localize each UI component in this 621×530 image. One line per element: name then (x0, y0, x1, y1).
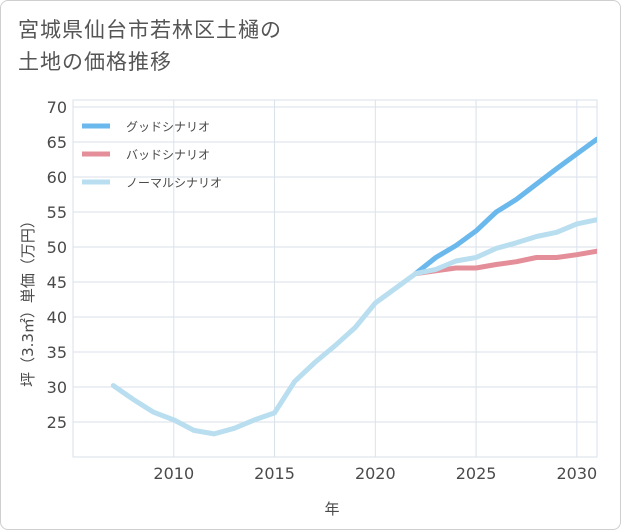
plot-area (72, 99, 598, 458)
x-axis-ticks: 2010 2015 2020 2025 2030 (153, 464, 597, 483)
y-tick-label: 55 (47, 203, 67, 222)
legend-label-good: グッドシナリオ (126, 120, 210, 134)
x-tick-label: 2020 (355, 464, 396, 483)
grid-lines (73, 100, 597, 457)
y-tick-label: 35 (47, 343, 67, 362)
x-tick-label: 2030 (556, 464, 597, 483)
series-lines (110, 136, 597, 437)
chart-title-line1: 宮城県仙台市若林区土樋の (18, 18, 282, 42)
chart-title: 宮城県仙台市若林区土樋の 土地の価格推移 (18, 14, 418, 78)
series-line-normal (110, 217, 597, 437)
y-tick-label: 25 (47, 413, 67, 432)
y-tick-label: 65 (47, 133, 67, 152)
x-tick-label: 2015 (254, 464, 295, 483)
x-axis-label: 年 (324, 500, 339, 518)
y-tick-label: 60 (47, 168, 67, 187)
series-line-bad (413, 248, 597, 277)
chart-title-line2: 土地の価格推移 (18, 50, 172, 74)
legend-label-bad: バッドシナリオ (126, 148, 210, 162)
y-tick-label: 70 (47, 98, 67, 117)
y-tick-label: 30 (47, 378, 67, 397)
x-tick-label: 2010 (153, 464, 194, 483)
y-tick-label: 45 (47, 273, 67, 292)
y-tick-label: 50 (47, 238, 67, 257)
legend-label-normal: ノーマルシナリオ (126, 176, 222, 190)
y-axis-ticks: 25 30 35 40 45 50 55 60 65 70 (47, 98, 67, 432)
y-tick-label: 40 (47, 308, 67, 327)
series-line-good (413, 136, 597, 277)
y-axis-label: 坪（3.3㎡）単価（万円） (19, 213, 37, 387)
x-tick-label: 2025 (456, 464, 497, 483)
